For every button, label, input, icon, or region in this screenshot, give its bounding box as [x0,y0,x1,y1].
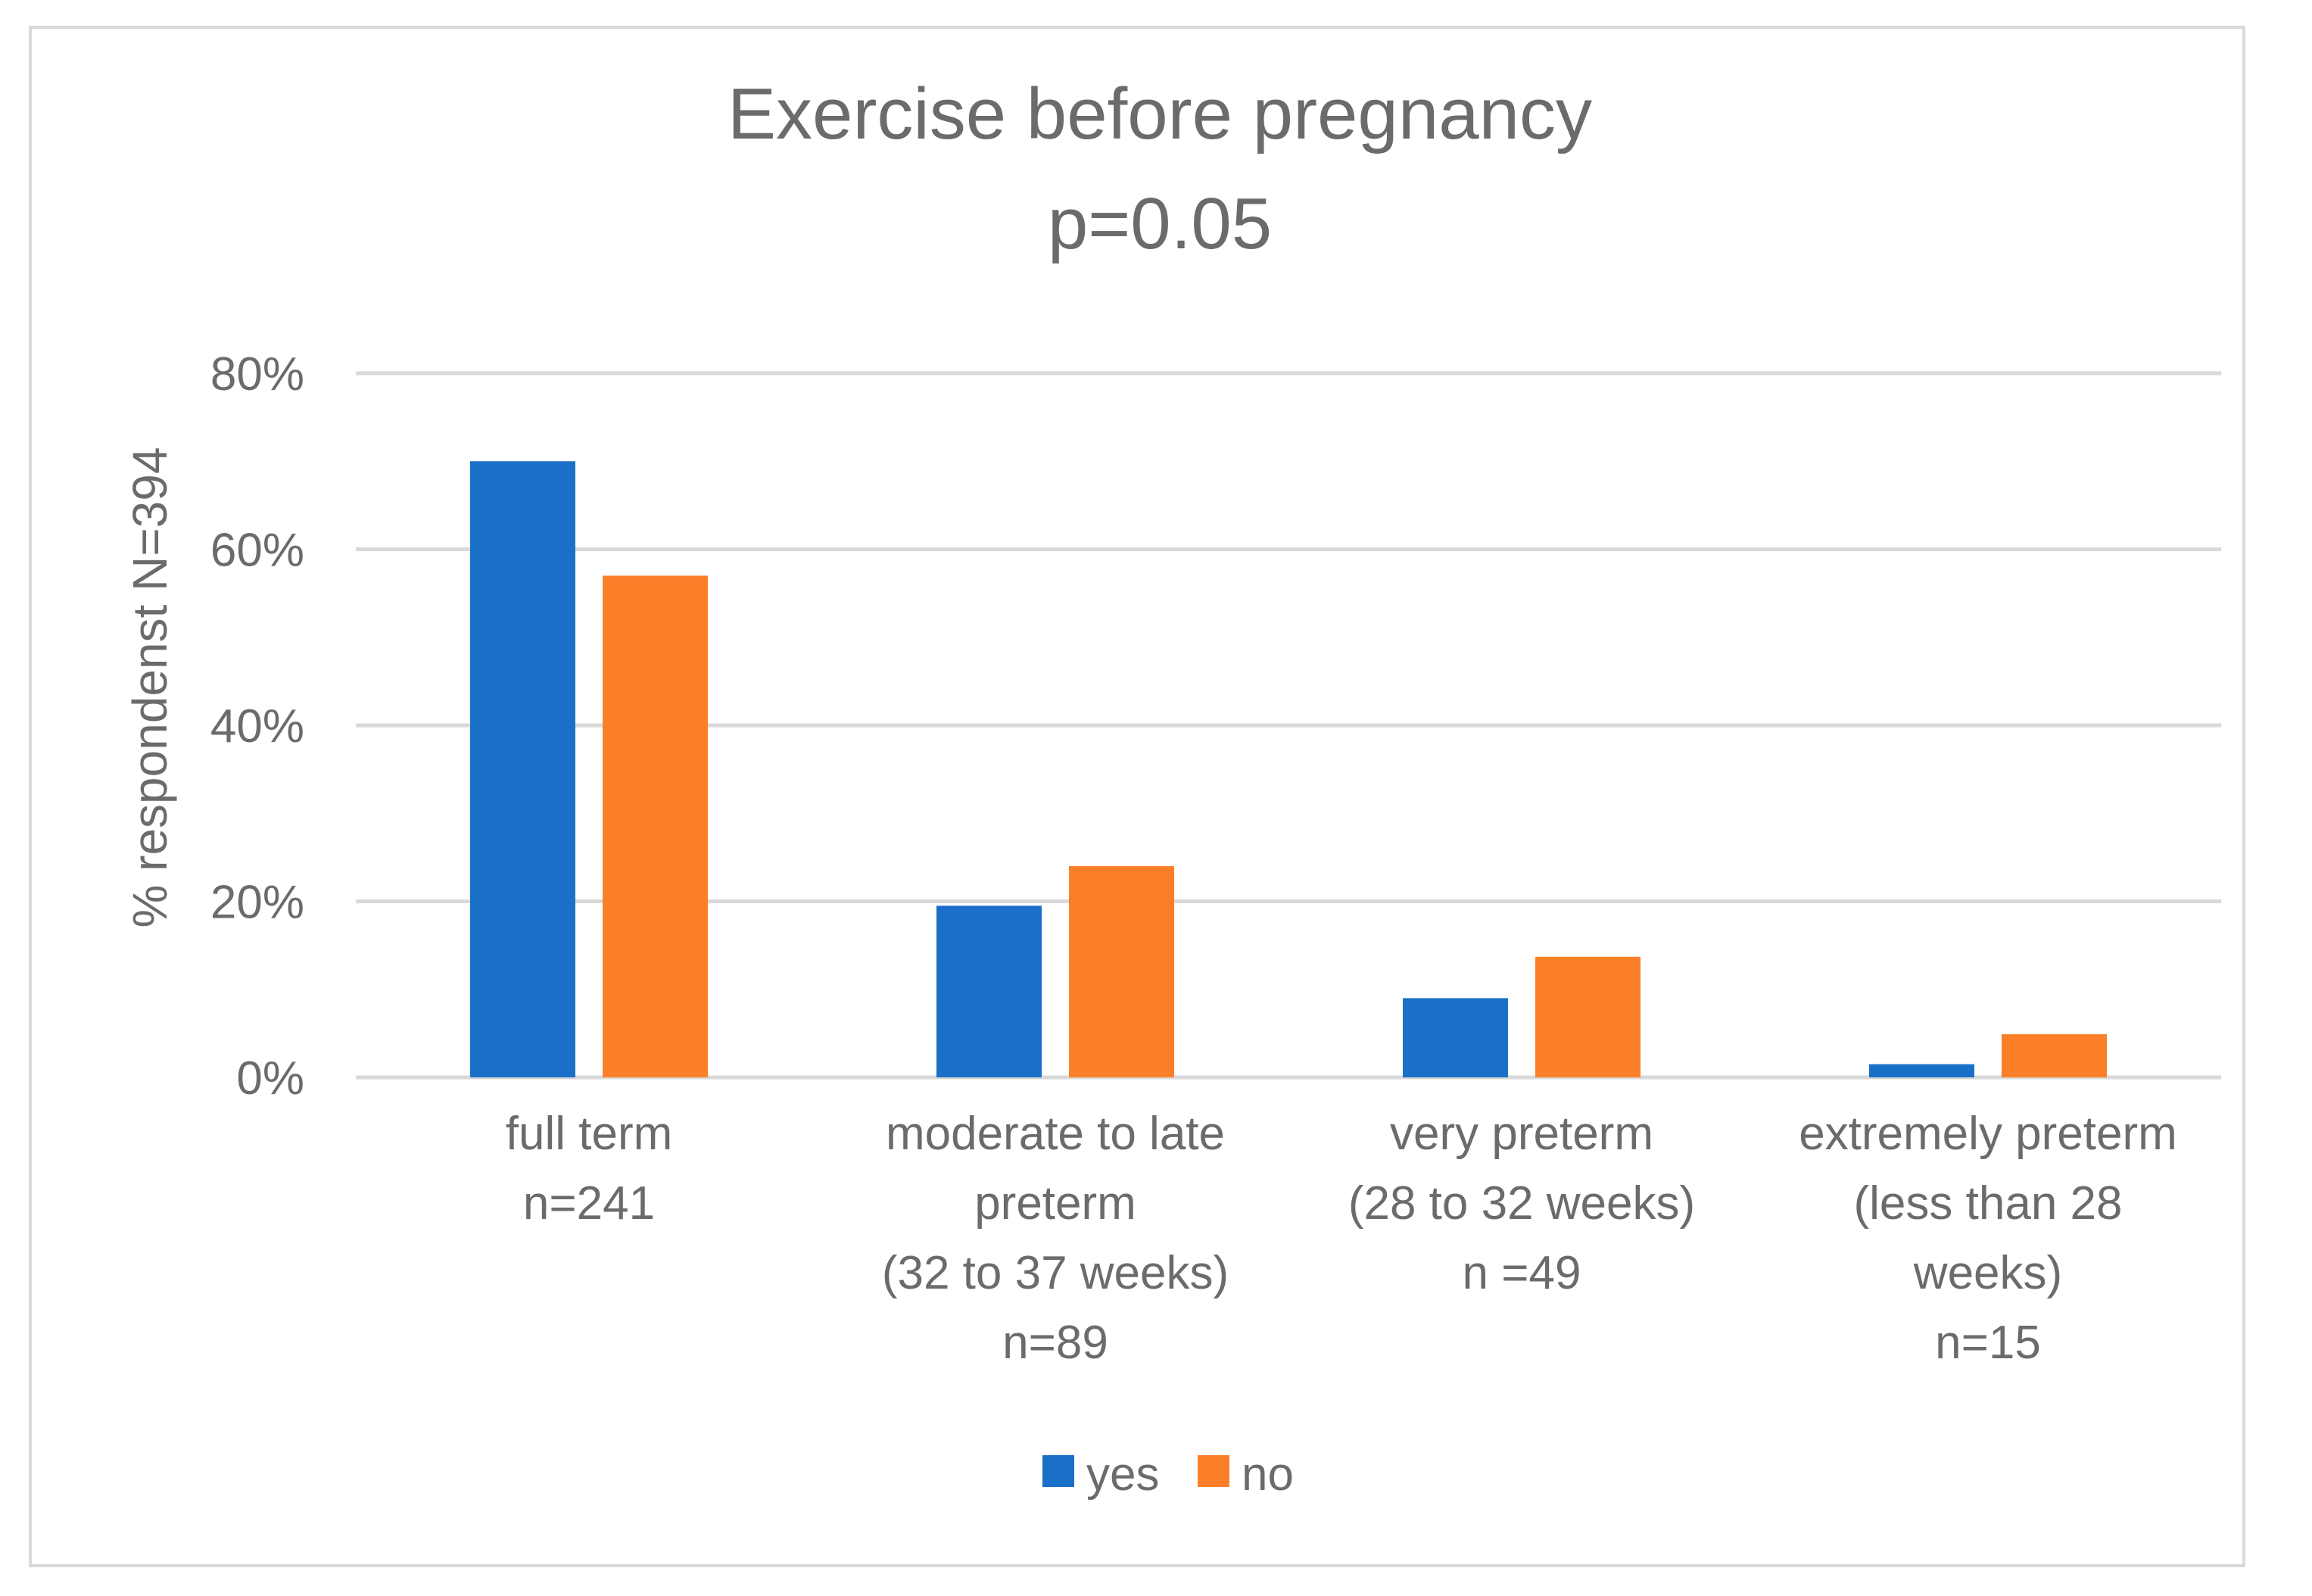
x-category-label: (28 to 32 weeks) [1348,1177,1695,1230]
x-axis-categories: full term n=241 moderate to late preterm (32… [506,1108,2177,1369]
legend-swatch-yes [1042,1455,1074,1487]
bar-yes [1869,1064,1974,1077]
bar-chart: Exercise before pregnancy p=0.05 0% 20% 40%… [123,73,2221,1501]
chart-title-line: p=0.05 [1048,183,1272,264]
chart-frame: Exercise before pregnancy p=0.05 0% 20% 40%… [29,26,2245,1567]
x-category-label: (32 to 37 weeks) [882,1247,1229,1299]
x-category-label: n=15 [1935,1317,2041,1369]
legend: yes no [1042,1448,1294,1501]
x-category-label: (less than 28 [1854,1177,2123,1230]
y-axis-ticks: 0% 20% 40% 60% 80% [210,348,304,1105]
x-category-label: extremely preterm [1799,1108,2177,1160]
x-category-label: weeks) [1913,1247,2062,1299]
bar-no [1535,956,1641,1077]
x-category-label: preterm [974,1177,1136,1230]
legend-label-no: no [1242,1448,1294,1501]
bar-no [1069,866,1174,1077]
legend-label-yes: yes [1086,1448,1159,1501]
bar-no [2002,1034,2107,1077]
bar-yes [936,906,1042,1077]
bar-no [603,575,708,1077]
y-tick-label: 20% [210,877,304,929]
legend-swatch-no [1198,1455,1229,1487]
x-category-label: n =49 [1463,1247,1581,1299]
chart-title-line: Exercise before pregnancy [728,73,1592,154]
y-tick-label: 80% [210,348,304,401]
y-axis-label: % respondenst N=394 [123,447,177,927]
bar-yes [470,461,575,1077]
chart-title: Exercise before pregnancy p=0.05 [728,73,1592,264]
y-tick-label: 60% [210,525,304,577]
bar-yes [1403,998,1508,1077]
x-category-label: very preterm [1390,1108,1653,1160]
y-tick-label: 40% [210,700,304,753]
bars [470,461,2107,1077]
y-tick-label: 0% [236,1052,304,1105]
x-category-label: moderate to late [886,1108,1225,1160]
x-category-label: n=89 [1002,1317,1108,1369]
x-category-label: full term [506,1108,672,1160]
x-category-label: n=241 [523,1177,655,1230]
